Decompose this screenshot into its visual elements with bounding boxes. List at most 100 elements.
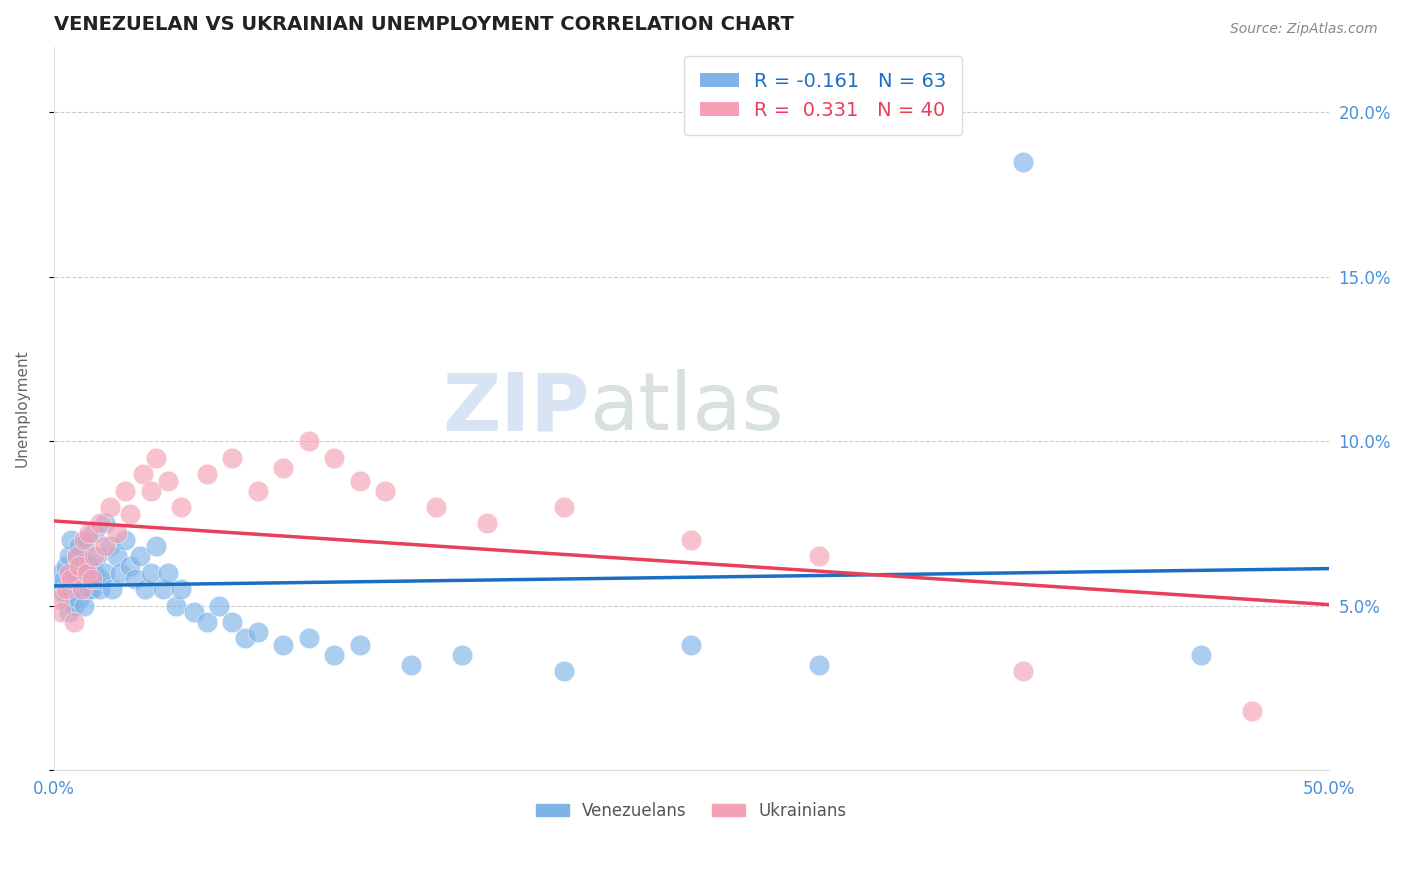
Point (51, 566, 73, 580)
Point (1011, 665, 1033, 679)
Point (298, 434, 321, 449)
Point (79, 526, 101, 541)
Point (58, 605, 80, 619)
Point (73, 533, 96, 547)
Point (65, 549, 87, 564)
Point (1241, 704, 1264, 718)
Point (145, 540, 167, 554)
Point (120, 559, 142, 574)
Point (65, 572, 87, 586)
Point (271, 638, 294, 652)
Point (475, 516, 498, 531)
Point (114, 533, 136, 547)
Point (134, 582, 156, 596)
Point (152, 582, 174, 596)
Legend: Venezuelans, Ukrainians: Venezuelans, Ukrainians (529, 796, 853, 827)
Point (120, 507, 142, 521)
Point (60, 582, 83, 596)
Point (1189, 648, 1212, 662)
Point (246, 624, 269, 639)
Y-axis label: Unemployment: Unemployment (15, 350, 30, 467)
Point (80, 572, 103, 586)
Point (1011, 154, 1033, 169)
Point (221, 450, 243, 465)
Point (105, 549, 128, 564)
Point (450, 648, 472, 662)
Point (67, 582, 90, 596)
Point (129, 549, 152, 564)
Point (48, 582, 70, 596)
Point (80, 582, 103, 596)
Text: atlas: atlas (589, 369, 783, 447)
Point (67, 540, 90, 554)
Point (157, 566, 180, 580)
Point (93, 566, 115, 580)
Point (170, 582, 193, 596)
Point (76, 572, 98, 586)
Point (55, 582, 77, 596)
Point (76, 566, 98, 580)
Point (108, 566, 131, 580)
Point (681, 638, 703, 652)
Point (233, 632, 256, 646)
Point (60, 572, 83, 586)
Point (208, 599, 231, 613)
Point (246, 483, 269, 498)
Point (145, 450, 167, 465)
Point (183, 605, 205, 619)
Point (195, 615, 218, 629)
Point (60, 533, 83, 547)
Point (98, 500, 121, 514)
Point (89, 572, 111, 586)
Point (132, 467, 155, 481)
Point (86, 549, 108, 564)
Point (553, 500, 575, 514)
Point (73, 556, 96, 570)
Point (124, 572, 146, 586)
Point (807, 657, 830, 672)
Point (63, 566, 86, 580)
Point (98, 540, 121, 554)
Point (298, 632, 321, 646)
Point (221, 615, 243, 629)
Point (79, 582, 101, 596)
Point (48, 592, 70, 607)
Point (58, 549, 80, 564)
Point (170, 500, 193, 514)
Point (399, 657, 422, 672)
Point (89, 516, 111, 531)
Point (83, 566, 105, 580)
Point (323, 450, 346, 465)
Point (101, 582, 124, 596)
Point (807, 549, 830, 564)
Point (55, 559, 77, 574)
Point (55, 592, 77, 607)
Point (83, 549, 105, 564)
Point (70, 566, 93, 580)
Point (65, 549, 87, 564)
Point (51, 605, 73, 619)
Point (349, 638, 371, 652)
Point (89, 582, 111, 596)
Point (323, 648, 346, 662)
Point (374, 483, 396, 498)
Point (681, 533, 703, 547)
Point (271, 460, 294, 475)
Point (67, 592, 90, 607)
Point (165, 599, 187, 613)
Point (195, 467, 218, 481)
Point (58, 566, 80, 580)
Point (157, 474, 180, 488)
Point (76, 533, 98, 547)
Point (114, 483, 136, 498)
Point (93, 516, 115, 531)
Point (67, 559, 90, 574)
Point (553, 665, 575, 679)
Point (349, 474, 371, 488)
Text: Source: ZipAtlas.com: Source: ZipAtlas.com (1230, 22, 1378, 37)
Point (79, 559, 101, 574)
Text: ZIP: ZIP (441, 369, 589, 447)
Point (93, 540, 115, 554)
Text: VENEZUELAN VS UKRAINIAN UNEMPLOYMENT CORRELATION CHART: VENEZUELAN VS UKRAINIAN UNEMPLOYMENT COR… (53, 15, 793, 34)
Point (52, 572, 75, 586)
